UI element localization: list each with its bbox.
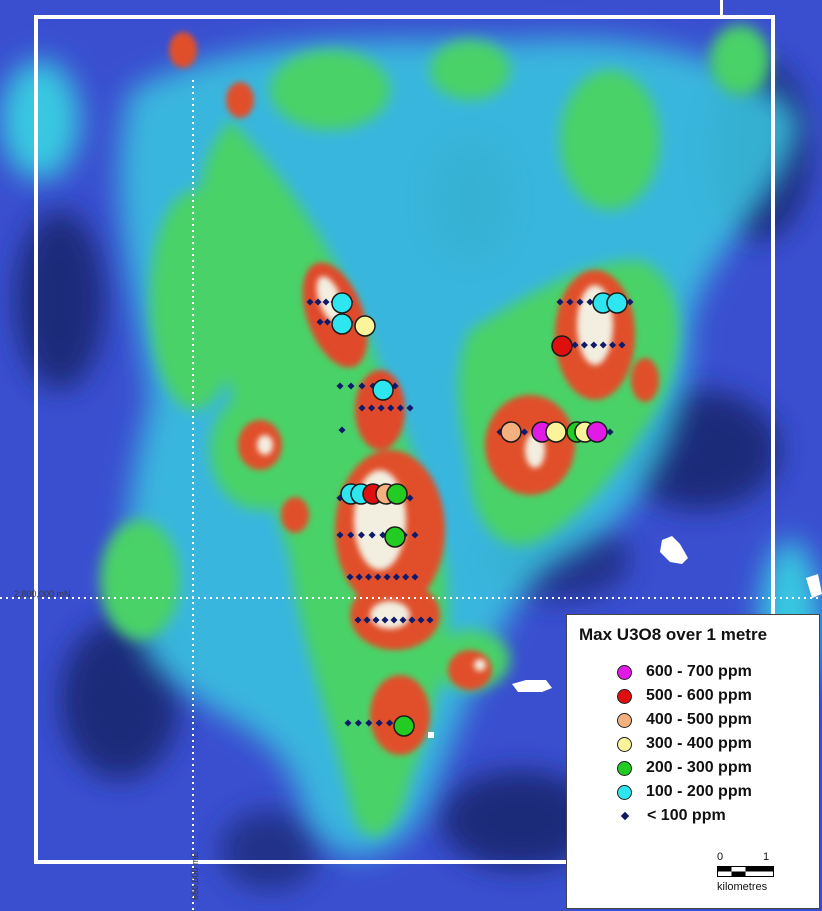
sample-marker bbox=[384, 526, 406, 548]
legend-item-400-500: 400 - 500 ppm bbox=[617, 709, 752, 731]
low-grade-sample-dot bbox=[606, 428, 614, 436]
drill-samples bbox=[331, 292, 628, 737]
low-grade-sample-dot bbox=[402, 573, 410, 581]
low-grade-sample-dot bbox=[354, 719, 362, 727]
low-grade-sample-dot bbox=[344, 719, 352, 727]
frame-tick bbox=[720, 0, 723, 17]
low-grade-sample-dot bbox=[374, 573, 382, 581]
legend-swatch-orange bbox=[617, 712, 632, 728]
low-grade-sample-dot bbox=[358, 382, 366, 390]
low-grade-sample-dot bbox=[323, 318, 332, 326]
sample-marker bbox=[586, 421, 608, 443]
low-grade-sample-dot bbox=[387, 404, 395, 412]
sample-marker bbox=[545, 421, 567, 443]
low-grade-sample-dot bbox=[417, 616, 425, 624]
legend-item-300-400: 300 - 400 ppm bbox=[617, 733, 752, 755]
low-grade-sample-dot bbox=[618, 341, 626, 349]
low-grade-sample-dot bbox=[599, 341, 607, 349]
low-grade-sample-dot bbox=[609, 341, 617, 349]
low-grade-sample-dot bbox=[347, 382, 355, 390]
low-grade-sample-dot bbox=[368, 404, 376, 412]
low-grade-sample-dot bbox=[386, 719, 394, 727]
sample-marker bbox=[372, 379, 394, 401]
low-grade-sample-dot bbox=[346, 573, 354, 581]
legend-item-below-100: < 100 ppm bbox=[617, 805, 726, 827]
low-grade-sample-dot bbox=[336, 531, 344, 539]
low-grade-sample-dot bbox=[358, 404, 366, 412]
scale-unit: kilometres bbox=[717, 881, 768, 893]
low-grade-sample-dot bbox=[590, 341, 598, 349]
scale-bar: 0 1 kilometres bbox=[717, 851, 777, 901]
low-grade-sample-dot bbox=[566, 298, 574, 306]
low-grade-sample-dot bbox=[396, 404, 404, 412]
low-grade-sample-dot bbox=[392, 573, 400, 581]
low-grade-sample-dot bbox=[520, 428, 528, 436]
low-grade-sample-dot bbox=[372, 616, 380, 624]
low-grade-sample-dot bbox=[571, 341, 579, 349]
low-grade-sample-dot bbox=[355, 573, 363, 581]
legend-title: Max U3O8 over 1 metre bbox=[579, 625, 768, 644]
low-grade-sample-dot bbox=[383, 573, 391, 581]
low-grade-sample-dot bbox=[556, 298, 564, 306]
sample-marker bbox=[331, 313, 353, 335]
low-grade-sample-dot bbox=[576, 298, 584, 306]
sample-marker bbox=[606, 292, 628, 314]
low-grade-sample-dot bbox=[406, 494, 414, 502]
low-grade-sample-dot bbox=[381, 616, 389, 624]
low-grade-sample-dot bbox=[316, 318, 324, 326]
low-grade-sample-dot bbox=[580, 341, 588, 349]
legend: Max U3O8 over 1 metre 600 - 700 ppm 500 … bbox=[566, 614, 820, 909]
low-grade-sample-dot bbox=[406, 404, 414, 412]
data-gaps bbox=[428, 536, 822, 738]
low-grade-sample-dot bbox=[626, 298, 634, 306]
legend-swatch-magenta bbox=[617, 664, 632, 680]
legend-swatch-dot bbox=[620, 811, 630, 821]
low-grade-sample-dot bbox=[411, 573, 419, 581]
easting-label: 680,000 mE bbox=[190, 851, 200, 900]
sample-marker bbox=[551, 335, 573, 357]
low-grade-sample-dot bbox=[377, 404, 385, 412]
low-grade-sample-dot bbox=[586, 298, 594, 306]
low-grade-sample-dot bbox=[314, 298, 322, 306]
low-grade-sample-dot bbox=[408, 616, 416, 624]
scale-graphic bbox=[717, 866, 774, 877]
northing-label: 2,800,000 mN bbox=[14, 589, 71, 599]
legend-swatch-red bbox=[617, 688, 632, 704]
legend-item-600-700: 600 - 700 ppm bbox=[617, 661, 752, 683]
sample-marker bbox=[500, 421, 522, 443]
legend-item-500-600: 500 - 600 ppm bbox=[617, 685, 752, 707]
low-grade-sample-dot bbox=[336, 382, 344, 390]
low-grade-sample-dot bbox=[306, 298, 314, 306]
sample-marker bbox=[354, 315, 376, 337]
low-grade-sample-dot bbox=[357, 531, 365, 539]
legend-swatch-cyan bbox=[617, 784, 632, 800]
low-grade-sample-dot bbox=[347, 531, 355, 539]
sample-marker bbox=[386, 483, 408, 505]
map-frame bbox=[34, 15, 775, 864]
low-grade-sample-dot bbox=[390, 616, 398, 624]
low-grade-sample-dot bbox=[338, 426, 346, 434]
low-grade-sample-dot bbox=[322, 298, 330, 306]
sample-marker bbox=[331, 292, 353, 314]
sample-marker bbox=[393, 715, 415, 737]
low-grade-sample-dot bbox=[399, 616, 407, 624]
low-grade-sample-dot bbox=[426, 616, 434, 624]
legend-item-200-300: 200 - 300 ppm bbox=[617, 757, 752, 779]
low-grade-sample-dot bbox=[365, 573, 373, 581]
low-grade-sample-dot bbox=[375, 719, 383, 727]
low-grade-sample-dot bbox=[368, 531, 376, 539]
scale-end: 1 bbox=[763, 851, 770, 863]
low-grade-sample-dot bbox=[363, 616, 371, 624]
low-grade-sample-dot bbox=[354, 616, 362, 624]
low-grade-sample-dot bbox=[411, 531, 419, 539]
legend-item-100-200: 100 - 200 ppm bbox=[617, 781, 752, 803]
legend-swatch-yellow bbox=[617, 736, 632, 752]
legend-swatch-green bbox=[617, 760, 632, 776]
scale-start: 0 bbox=[717, 851, 724, 863]
low-grade-sample-dot bbox=[365, 719, 373, 727]
